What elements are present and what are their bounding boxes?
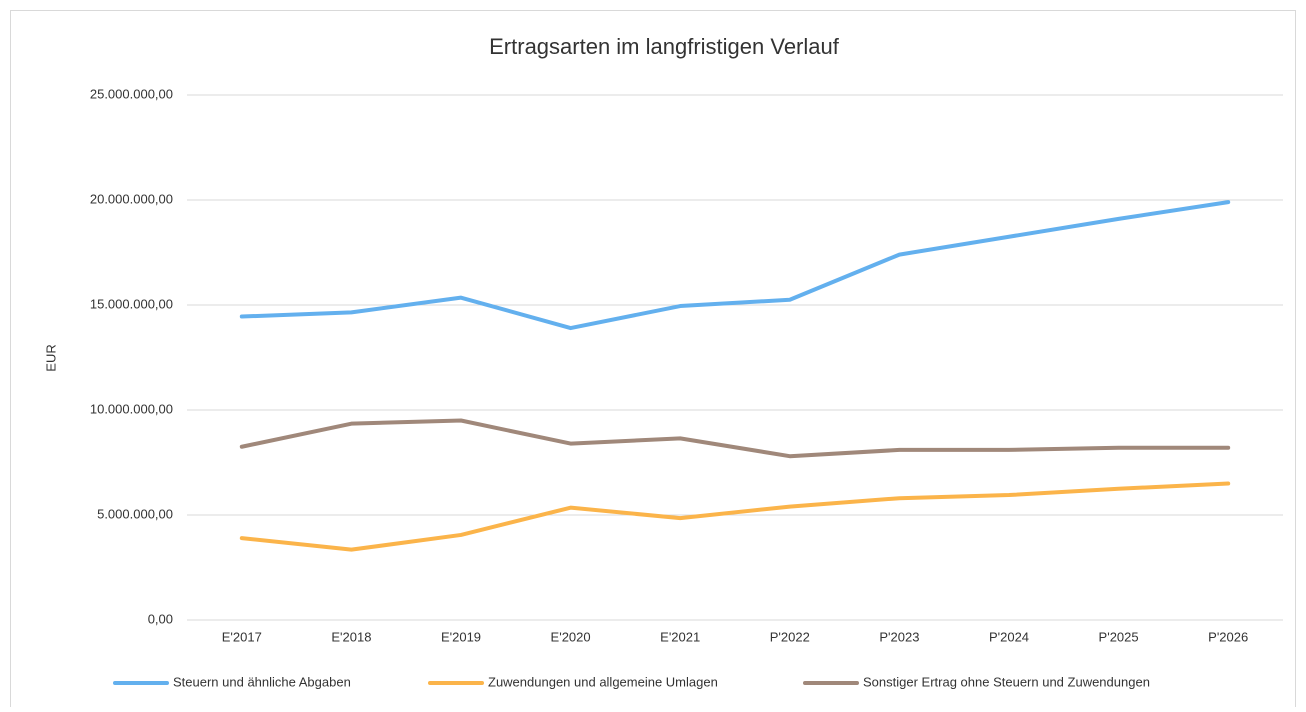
y-tick-label: 15.000.000,00 — [90, 296, 173, 311]
x-tick-label: E'2017 — [222, 629, 262, 644]
x-tick-label: P'2026 — [1208, 629, 1248, 644]
y-tick-label: 10.000.000,00 — [90, 401, 173, 416]
chart-frame — [10, 10, 1296, 711]
x-tick-label: P'2024 — [989, 629, 1029, 644]
legend-label: Steuern und ähnliche Abgaben — [173, 674, 351, 689]
legend-label: Zuwendungen und allgemeine Umlagen — [488, 674, 718, 689]
legend-label: Sonstiger Ertrag ohne Steuern und Zuwend… — [863, 674, 1150, 689]
series-line — [239, 418, 1231, 459]
series-line — [239, 200, 1231, 331]
x-tick-label: P'2025 — [1099, 629, 1139, 644]
y-tick-label: 20.000.000,00 — [90, 191, 173, 206]
y-tick-label: 5.000.000,00 — [97, 506, 173, 521]
x-tick-label: P'2023 — [879, 629, 919, 644]
chart-title: Ertragsarten im langfristigen Verlauf — [489, 34, 840, 59]
series-line — [239, 481, 1231, 552]
x-tick-label: E'2020 — [551, 629, 591, 644]
x-tick-label: P'2022 — [770, 629, 810, 644]
x-tick-label: E'2019 — [441, 629, 481, 644]
y-tick-label: 25.000.000,00 — [90, 86, 173, 101]
y-tick-label: 0,00 — [148, 611, 173, 626]
x-tick-label: E'2021 — [660, 629, 700, 644]
y-axis-label: EUR — [43, 344, 58, 371]
x-tick-label: E'2018 — [331, 629, 371, 644]
